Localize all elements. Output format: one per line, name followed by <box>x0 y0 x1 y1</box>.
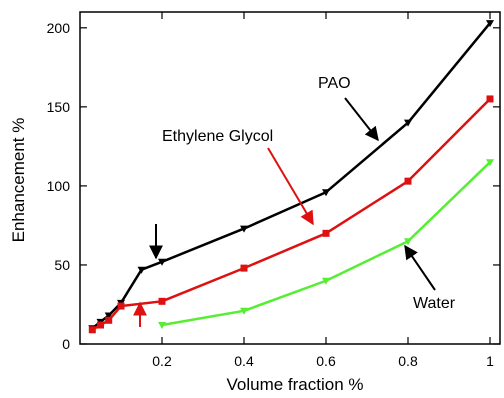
data-point <box>404 177 412 185</box>
y-axis-tick-labels: 0 50 100 150 200 <box>47 20 71 352</box>
data-point <box>104 312 113 320</box>
x-tick-label: 0.6 <box>316 353 336 369</box>
data-point <box>240 307 248 315</box>
y-tick-label: 0 <box>62 336 70 352</box>
data-point <box>322 229 330 237</box>
annotation-ethylene-glycol: Ethylene Glycol <box>162 128 314 226</box>
data-point <box>158 258 166 266</box>
data-point <box>158 297 166 305</box>
annotation-water: Water <box>404 244 456 312</box>
y-axis-ticks <box>80 27 500 345</box>
x-tick-label: 1 <box>486 353 494 369</box>
annotation-ethylene-glycol-arrow <box>267 147 314 226</box>
series-ethylene-glycol <box>88 95 494 334</box>
data-point <box>158 322 166 330</box>
data-point <box>117 302 125 310</box>
series-pao <box>88 20 494 333</box>
annotation-pao-label: PAO <box>318 75 351 92</box>
x-tick-label: 0.4 <box>234 353 254 369</box>
y-tick-label: 100 <box>47 178 71 194</box>
annotation-ethylene-glycol-label: Ethylene Glycol <box>162 128 273 145</box>
annotation-water-label: Water <box>413 295 456 312</box>
series-line-pao <box>91 22 491 330</box>
data-point <box>88 326 96 334</box>
data-point <box>240 225 248 233</box>
plot-frame <box>79 11 501 345</box>
data-point <box>137 266 146 274</box>
annotation-pao: PAO <box>318 75 379 142</box>
annotation-pao-arrow <box>344 97 379 142</box>
x-axis-label: Volume fraction % <box>226 375 363 394</box>
y-axis-label: Enhancement % <box>9 118 28 243</box>
x-axis-ticks <box>161 12 491 344</box>
y-tick-label: 50 <box>54 257 70 273</box>
series-water <box>158 159 494 330</box>
data-point <box>486 95 494 103</box>
series-layer <box>88 20 494 334</box>
data-point <box>240 264 248 272</box>
data-point <box>322 277 330 285</box>
data-point <box>97 321 104 329</box>
data-point <box>404 238 412 246</box>
data-point <box>105 316 113 324</box>
y-tick-label: 200 <box>47 20 71 36</box>
data-point <box>322 189 330 197</box>
y-tick-label: 150 <box>47 99 71 115</box>
data-point <box>486 20 494 28</box>
data-point <box>404 119 412 127</box>
data-point <box>486 159 494 167</box>
x-axis-tick-labels: 0.2 0.4 0.6 0.8 1 <box>152 353 494 369</box>
x-tick-label: 0.8 <box>398 353 418 369</box>
x-tick-label: 0.2 <box>152 353 172 369</box>
annotation-water-arrow <box>404 244 436 291</box>
